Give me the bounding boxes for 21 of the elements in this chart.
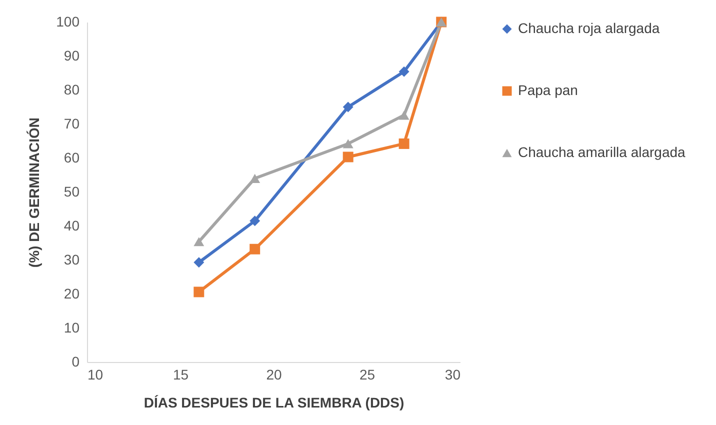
y-tick-label: 90 xyxy=(64,48,80,64)
y-tick-label: 60 xyxy=(64,150,80,166)
x-tick-label: 25 xyxy=(359,366,376,382)
y-tick-label: 0 xyxy=(72,354,80,370)
y-axis-title: (%) DE GERMINACIÓN xyxy=(26,117,42,268)
y-tick-label: 20 xyxy=(64,286,80,302)
y-tick-label: 100 xyxy=(56,14,80,30)
y-tick-label: 10 xyxy=(64,320,80,336)
x-tick-label: 30 xyxy=(444,366,461,382)
x-tick-label: 10 xyxy=(88,366,104,382)
x-tick-label: 15 xyxy=(172,366,189,382)
x-axis-title: DÍAS DESPUES DE LA SIEMBRA (DDS) xyxy=(144,394,404,410)
y-tick-label: 40 xyxy=(64,218,80,234)
x-tick-label: 20 xyxy=(266,366,282,382)
legend-label: Chaucha amarilla alargada xyxy=(518,144,686,160)
y-tick-label: 30 xyxy=(64,252,80,268)
y-tick-label: 50 xyxy=(64,184,80,200)
y-tick-label: 80 xyxy=(64,82,80,98)
legend-label: Papa pan xyxy=(518,82,578,98)
y-tick-label: 70 xyxy=(64,116,80,132)
legend-label: Chaucha roja alargada xyxy=(518,20,660,36)
